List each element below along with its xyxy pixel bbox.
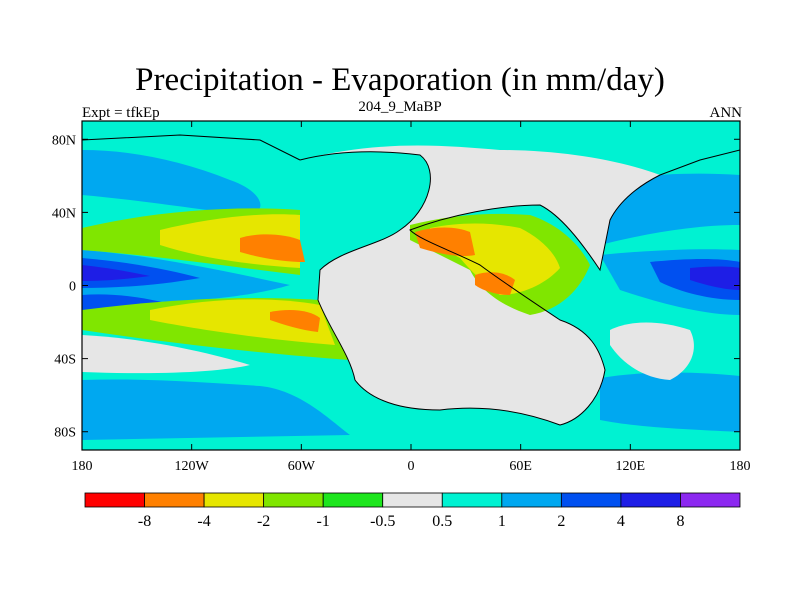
colorbar-box <box>680 492 741 508</box>
colorbar-box <box>144 492 205 508</box>
x-tick-label: 180 <box>72 459 93 474</box>
colorbar-label: 4 <box>617 513 625 530</box>
colorbar-label: -1 <box>317 513 330 530</box>
colorbar-label: -4 <box>197 513 210 530</box>
colorbar-box <box>620 492 681 508</box>
x-tick-label: 60E <box>509 459 532 474</box>
colorbar-box <box>441 492 503 508</box>
colorbar: -8 -4 -2 -1 -0.5 0.5 1 2 4 8 <box>84 492 741 530</box>
map-field <box>82 121 740 450</box>
y-tick-label: 40N <box>52 206 76 221</box>
colorbar-label: 8 <box>676 513 684 530</box>
y-tick-label: 0 <box>69 280 76 295</box>
colorbar-box <box>382 492 443 508</box>
x-tick-label: 120E <box>616 459 646 474</box>
colorbar-box <box>322 492 384 508</box>
x-axis-ticks: 180 120W 60W 0 60E 120E 180 <box>72 121 751 474</box>
x-tick-label: 180 <box>730 459 751 474</box>
y-tick-label: 80S <box>54 426 76 441</box>
y-tick-label: 80N <box>52 133 76 148</box>
colorbar-box <box>84 492 145 508</box>
colorbar-label: 0.5 <box>432 513 452 530</box>
colorbar-label: -0.5 <box>370 513 395 530</box>
colorbar-box <box>501 492 562 508</box>
southern-blue-band-west <box>82 379 350 440</box>
y-axis-ticks: 80N 40N 0 40S 80S <box>52 133 740 441</box>
coastline <box>299 151 661 426</box>
map-subtitle: 204_9_MaBP <box>358 99 442 115</box>
colorbar-label: -2 <box>257 513 270 530</box>
colorbar-box <box>203 492 265 508</box>
x-tick-label: 120W <box>175 459 210 474</box>
colorbar-label: 2 <box>557 513 565 530</box>
southern-blue-band-east <box>600 372 740 432</box>
colorbar-box <box>263 492 324 508</box>
colorbar-label: -8 <box>138 513 151 530</box>
map-title: Precipitation - Evaporation (in mm/day) <box>135 62 665 98</box>
x-tick-label: 0 <box>408 459 415 474</box>
y-tick-label: 40S <box>54 353 76 368</box>
experiment-label: Expt = tfkEp <box>82 105 160 121</box>
colorbar-box <box>560 492 622 508</box>
north-blue-west <box>82 150 261 215</box>
x-tick-label: 60W <box>288 459 316 474</box>
colorbar-label: 1 <box>498 513 506 530</box>
season-label: ANN <box>709 105 743 121</box>
